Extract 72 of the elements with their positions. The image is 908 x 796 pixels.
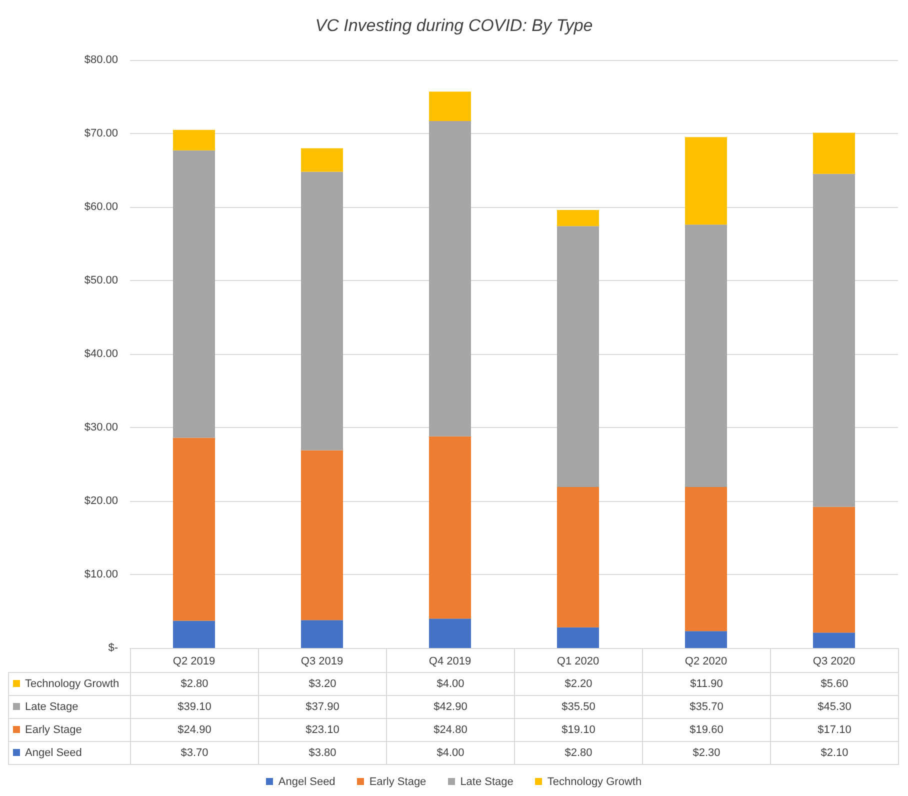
bar	[301, 172, 343, 450]
bar	[301, 620, 343, 648]
bar	[173, 620, 215, 648]
data-label: $24.80	[386, 718, 514, 742]
legend-label: Late Stage	[8, 696, 130, 718]
bar	[429, 92, 471, 122]
bar	[813, 632, 855, 648]
data-label: $5.60	[770, 672, 898, 696]
y-tick-label: $40.00	[84, 348, 118, 360]
bar	[173, 438, 215, 621]
data-label: $3.70	[130, 742, 258, 764]
x-tick-label: Q4 2019	[428, 656, 472, 668]
data-label: $39.10	[130, 696, 258, 718]
text: Technology Growth	[547, 776, 642, 788]
text: Early Stage	[369, 776, 426, 788]
bar	[813, 174, 855, 507]
bar	[173, 130, 215, 150]
y-tick-label: $60.00	[84, 201, 118, 213]
data-label: $35.70	[642, 696, 770, 718]
text: Late Stage	[460, 776, 514, 788]
bar	[429, 121, 471, 436]
bar	[557, 487, 599, 628]
data-label: $19.10	[514, 718, 642, 742]
data-label: $24.90	[130, 718, 258, 742]
bar	[813, 132, 855, 174]
x-tick-label: Q2 2019	[172, 656, 216, 668]
chart-title: VC Investing during COVID: By Type	[315, 16, 593, 35]
data-label: $2.80	[514, 742, 642, 764]
x-tick-label: Q2 2020	[684, 656, 728, 668]
bar	[173, 150, 215, 438]
bar	[301, 148, 343, 172]
y-tick-label: $-	[108, 642, 118, 654]
legend-label: Early Stage	[8, 718, 130, 742]
bar	[429, 436, 471, 619]
bar	[557, 627, 599, 648]
x-tick-label: Q3 2020	[812, 656, 856, 668]
data-label: $2.30	[642, 742, 770, 764]
bar	[685, 137, 727, 225]
y-tick-label: $30.00	[84, 422, 118, 434]
legend-label: Angel Seed	[277, 776, 336, 788]
data-label: $4.00	[386, 672, 514, 696]
bar	[685, 224, 727, 488]
data-label: $2.10	[770, 742, 898, 764]
data-label: $42.90	[386, 696, 514, 718]
y-tick-label: $80.00	[84, 54, 118, 66]
data-label: $23.10	[258, 718, 386, 742]
bar	[557, 210, 599, 226]
data-label: $2.80	[130, 672, 258, 696]
bar	[685, 631, 727, 648]
y-tick-label: $70.00	[84, 128, 118, 140]
bar	[301, 450, 343, 620]
data-label: $17.10	[770, 718, 898, 742]
data-label: $3.20	[258, 672, 386, 696]
data-label: $4.00	[386, 742, 514, 764]
data-label: $2.20	[514, 672, 642, 696]
bar	[557, 226, 599, 488]
bar	[813, 506, 855, 633]
x-tick-label: Q1 2020	[556, 656, 600, 668]
data-label: $3.80	[258, 742, 386, 764]
y-tick-label: $10.00	[84, 568, 118, 580]
y-tick-label: $20.00	[84, 495, 118, 507]
bar	[429, 618, 471, 648]
data-label: $35.50	[514, 696, 642, 718]
text: Angel Seed	[25, 747, 82, 759]
data-label: $37.90	[258, 696, 386, 718]
data-label: $45.30	[770, 696, 898, 718]
bar	[685, 487, 727, 632]
legend-label: Technology Growth	[8, 672, 130, 696]
data-label: $11.90	[642, 672, 770, 696]
y-tick-label: $50.00	[84, 274, 118, 286]
x-tick-label: Q3 2019	[300, 656, 344, 668]
data-label: $19.60	[642, 718, 770, 742]
